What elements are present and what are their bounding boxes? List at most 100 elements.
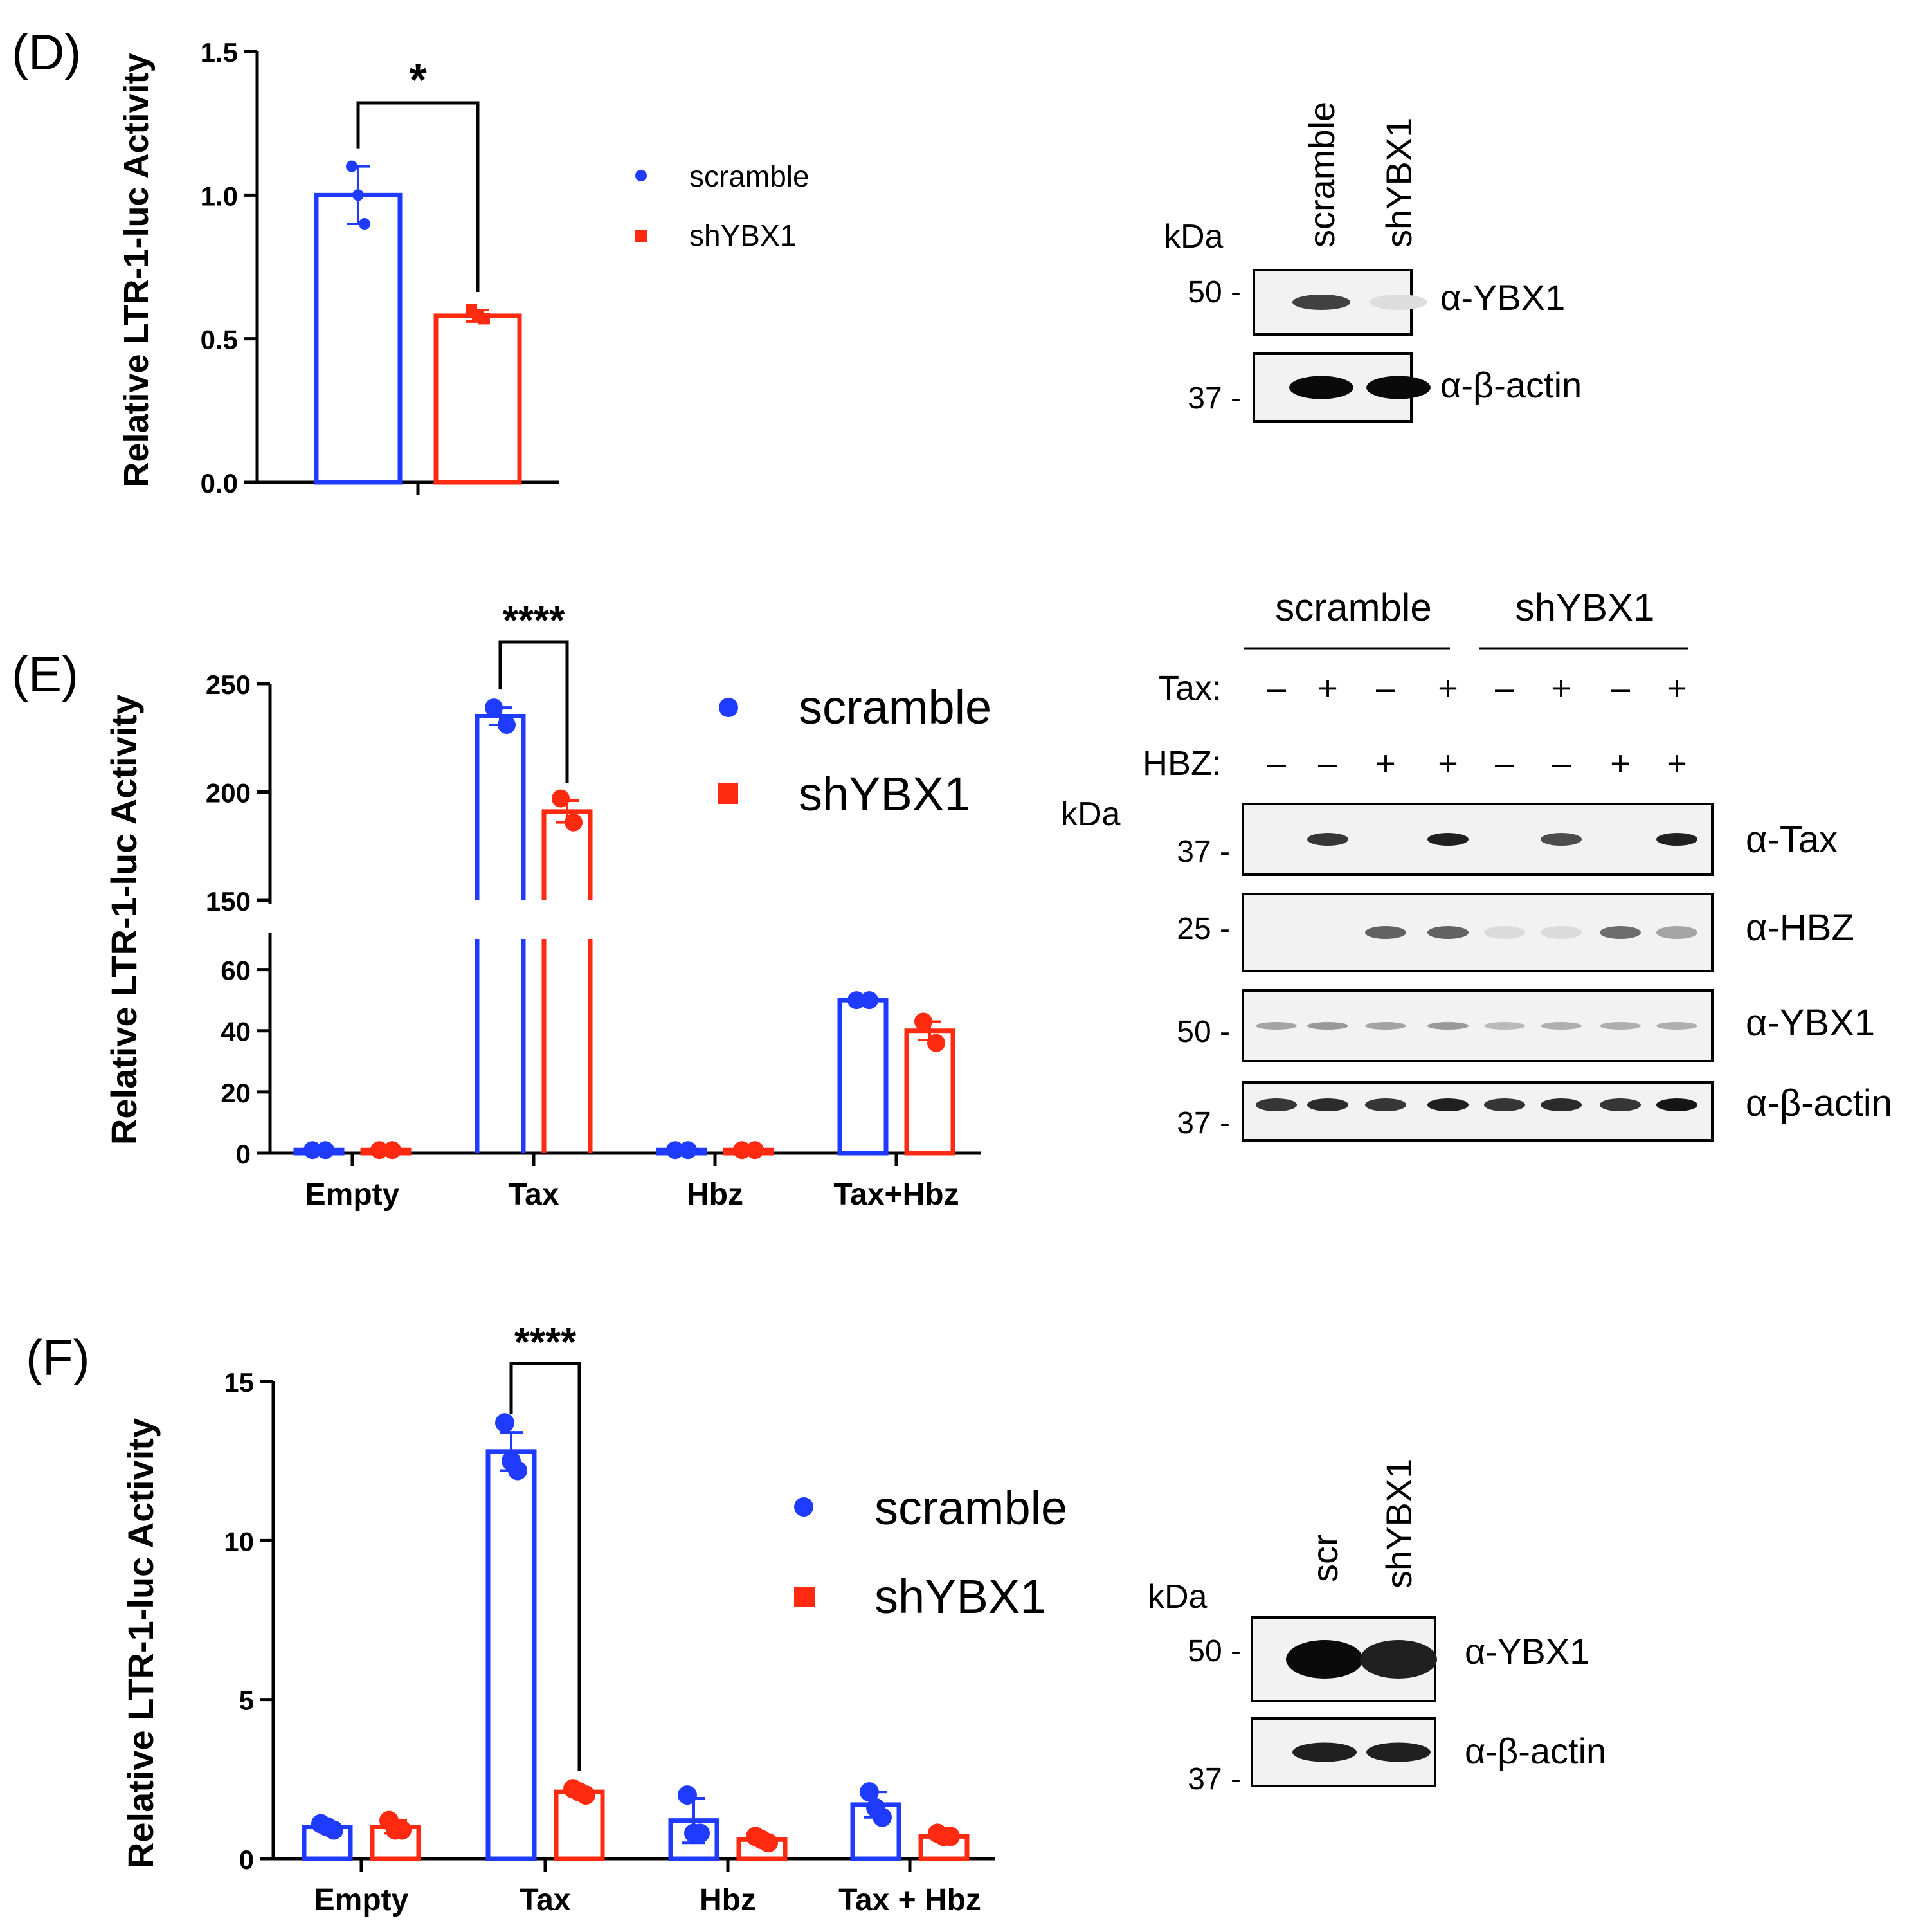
blot-band bbox=[1366, 376, 1431, 399]
western-blot-f: scr shYBX1 kDa 50 - α-YBX1 37 - α-β-actin bbox=[1148, 1459, 1606, 1796]
data-point-shYBX1 bbox=[576, 1785, 595, 1805]
hbz-sign: – bbox=[1318, 744, 1337, 783]
significance-label: **** bbox=[503, 599, 565, 643]
blot-band bbox=[1541, 926, 1582, 939]
y-axis-label: Relative LTR-1-luc Activity bbox=[120, 1418, 161, 1868]
significance-bracket bbox=[498, 640, 569, 783]
blot-band bbox=[1370, 295, 1427, 310]
blot-band bbox=[1427, 833, 1469, 846]
y-tick-label: 15 bbox=[224, 1367, 254, 1398]
lane-label: shYBX1 bbox=[1379, 1459, 1419, 1589]
y-tick-label: 1.5 bbox=[201, 37, 238, 68]
legend-f-scramble-label: scramble bbox=[874, 1481, 1067, 1535]
tax-sign: + bbox=[1438, 669, 1458, 707]
tax-sign: + bbox=[1317, 669, 1338, 707]
blot-band bbox=[1656, 1098, 1697, 1111]
antibody-label: α-YBX1 bbox=[1746, 1002, 1875, 1044]
data-point-scramble bbox=[316, 1141, 334, 1160]
blot-band bbox=[1256, 1098, 1297, 1111]
group-label: shYBX1 bbox=[1515, 586, 1655, 629]
kda-marker: 37 - bbox=[1188, 381, 1241, 415]
blot-band bbox=[1600, 1022, 1641, 1030]
legend-d-scramble-marker bbox=[635, 170, 647, 181]
kda-marker: 37 - bbox=[1188, 1762, 1241, 1796]
blot-band bbox=[1360, 1640, 1437, 1679]
panel-label-e: (E) bbox=[12, 646, 78, 702]
bar-scramble bbox=[314, 192, 403, 485]
blot-band bbox=[1292, 295, 1350, 310]
blot-band bbox=[1541, 833, 1582, 846]
blot-band bbox=[1256, 1022, 1297, 1030]
x-tick-label: Empty bbox=[314, 1883, 409, 1917]
data-point-scramble bbox=[860, 991, 878, 1010]
x-tick-label: Hbz bbox=[700, 1883, 756, 1917]
hbz-sign: + bbox=[1438, 744, 1458, 783]
data-point-shYBX1 bbox=[941, 1827, 960, 1846]
kda-label: kDa bbox=[1148, 1578, 1208, 1616]
bar-scramble bbox=[837, 998, 889, 1156]
antibody-label: α-β-actin bbox=[1465, 1731, 1606, 1771]
data-point-scramble bbox=[847, 991, 865, 1010]
data-point-scramble bbox=[346, 160, 357, 172]
blot-band bbox=[1366, 1742, 1431, 1762]
hbz-row-label: HBZ: bbox=[1143, 744, 1222, 783]
antibody-label: α-Tax bbox=[1746, 819, 1838, 861]
blot-strip bbox=[1242, 893, 1714, 972]
lane-label: shYBX1 bbox=[1379, 118, 1419, 248]
kda-label: kDa bbox=[1164, 218, 1224, 255]
y-axis-label: Relative LTR-1-luc Activity bbox=[104, 695, 144, 1145]
data-point-scramble bbox=[485, 698, 503, 717]
legend-f-shybx1-label: shYBX1 bbox=[874, 1570, 1046, 1623]
x-tick-label: Empty bbox=[305, 1178, 400, 1212]
lane-label: scramble bbox=[1301, 102, 1342, 248]
data-point-shYBX1 bbox=[383, 1141, 401, 1160]
y-tick-label: 150 bbox=[206, 886, 251, 916]
group-label: scramble bbox=[1275, 586, 1431, 629]
blot-band bbox=[1484, 1098, 1525, 1111]
tax-sign: – bbox=[1495, 669, 1514, 707]
panel-label-d: (D) bbox=[12, 24, 81, 80]
blot-strip bbox=[1242, 1081, 1714, 1142]
legend-d-shybx1-label: shYBX1 bbox=[689, 219, 796, 252]
tax-sign: + bbox=[1551, 669, 1571, 707]
blot-band bbox=[1289, 376, 1353, 399]
legend-d-scramble-label: scramble bbox=[689, 159, 810, 193]
kda-marker: 25 - bbox=[1177, 912, 1230, 946]
antibody-label: α-YBX1 bbox=[1440, 277, 1565, 318]
blot-band bbox=[1656, 833, 1697, 846]
bar-scramble-lower bbox=[475, 939, 526, 1153]
legend-e-scramble-label: scramble bbox=[799, 680, 991, 734]
legend-e-scramble-marker bbox=[719, 698, 738, 717]
data-point-scramble bbox=[508, 1461, 527, 1481]
kda-marker: 37 - bbox=[1177, 1106, 1230, 1140]
hbz-sign: + bbox=[1375, 744, 1396, 783]
data-point-shYBX1 bbox=[392, 1820, 412, 1840]
hbz-sign: + bbox=[1667, 744, 1687, 783]
blot-band bbox=[1541, 1098, 1582, 1111]
x-tick-label: Tax bbox=[520, 1883, 570, 1917]
legend-e-shybx1-label: shYBX1 bbox=[799, 767, 970, 821]
y-tick-label: 200 bbox=[206, 778, 251, 808]
kda-marker: 37 - bbox=[1177, 835, 1230, 869]
data-point-scramble bbox=[873, 1807, 892, 1827]
y-tick-label: 40 bbox=[221, 1017, 251, 1047]
data-point-scramble bbox=[352, 189, 364, 201]
kda-marker: 50 - bbox=[1177, 1015, 1230, 1049]
tax-sign: + bbox=[1667, 669, 1687, 707]
blot-band bbox=[1286, 1640, 1363, 1679]
bar-shYBX1 bbox=[433, 313, 522, 485]
data-point-scramble bbox=[495, 1413, 514, 1433]
data-point-scramble bbox=[324, 1820, 343, 1840]
blot-band bbox=[1600, 926, 1641, 939]
y-tick-label: 20 bbox=[221, 1078, 251, 1108]
tax-row-label: Tax: bbox=[1158, 669, 1222, 707]
legend-f-shybx1-marker bbox=[794, 1587, 815, 1607]
tax-sign: – bbox=[1267, 669, 1286, 707]
y-tick-label: 0.0 bbox=[201, 468, 238, 498]
blot-band bbox=[1307, 1022, 1348, 1030]
data-point-scramble bbox=[498, 716, 516, 734]
significance-label: * bbox=[409, 55, 427, 105]
bar-scramble bbox=[475, 714, 526, 900]
blot-band bbox=[1484, 1022, 1525, 1030]
